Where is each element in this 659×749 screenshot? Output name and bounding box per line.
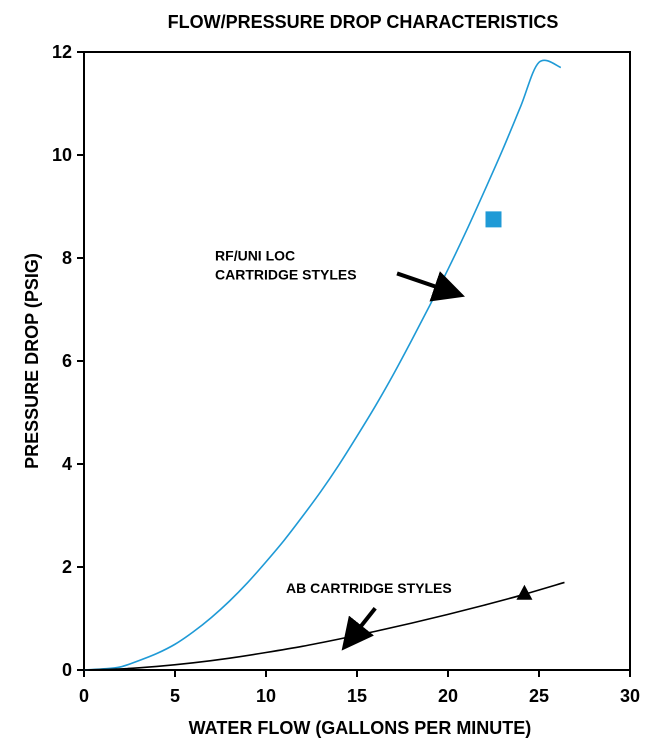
plot-area-frame: [83, 51, 631, 671]
annotation-label: CARTRIDGE STYLES: [215, 267, 357, 283]
annotation-arrow: [396, 271, 465, 302]
x-tick-label: 5: [170, 686, 180, 706]
x-tick-label: 30: [620, 686, 640, 706]
x-tick-label: 15: [347, 686, 367, 706]
chart-title: FLOW/PRESSURE DROP CHARACTERISTICS: [168, 12, 559, 32]
annotation-label: RF/UNI LOC: [215, 248, 295, 264]
y-tick-label: 0: [62, 660, 72, 680]
x-axis-label: WATER FLOW (GALLONS PER MINUTE): [189, 718, 532, 738]
series-marker-triangle: [516, 584, 533, 600]
x-tick-label: 10: [256, 686, 276, 706]
x-axis-ticks: 0 5 10 15 20 25 30: [79, 670, 640, 706]
series-line-rf-uni-loc: [83, 59, 562, 671]
series-layer: [83, 59, 565, 671]
x-tick-label: 0: [79, 686, 89, 706]
annotation-label: AB CARTRIDGE STYLES: [286, 580, 452, 596]
y-axis-ticks: 0 2 4 6 8 10 12: [52, 42, 84, 680]
x-tick-label: 25: [529, 686, 549, 706]
y-tick-label: 6: [62, 351, 72, 371]
series-line-ab: [83, 581, 565, 671]
y-axis-label: PRESSURE DROP (PSIG): [22, 253, 42, 469]
x-tick-label: 20: [438, 686, 458, 706]
y-tick-label: 8: [62, 248, 72, 268]
series-marker-square: [485, 211, 502, 228]
y-tick-label: 2: [62, 557, 72, 577]
annotation-arrow: [341, 606, 377, 651]
annotation-layer: RF/UNI LOC CARTRIDGE STYLES AB CARTRIDGE S…: [215, 248, 465, 651]
y-tick-label: 12: [52, 42, 72, 62]
y-tick-label: 10: [52, 145, 72, 165]
y-tick-label: 4: [62, 454, 72, 474]
